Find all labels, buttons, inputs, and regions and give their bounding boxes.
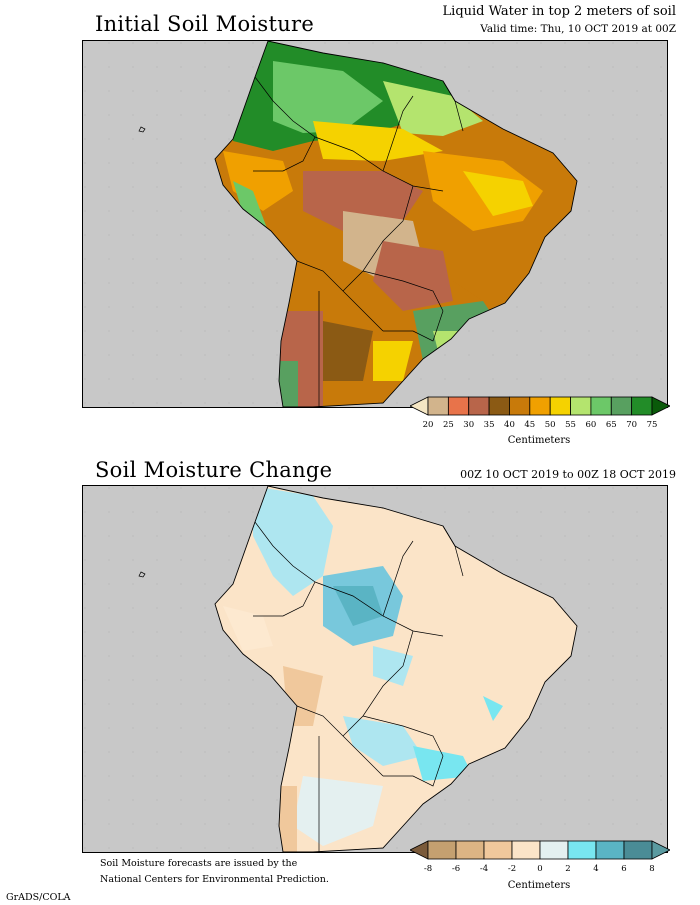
- soil-moisture-change-colorbar-cell: [595, 840, 625, 860]
- soil-moisture-change-colorbar-units: Centimeters: [507, 880, 571, 891]
- soil-moisture-colorbar-tick-label: 25: [442, 420, 454, 430]
- soil-moisture-change-colorbar-tick-label: 8: [649, 864, 655, 874]
- soil-moisture-change-colorbar-cell: [539, 840, 569, 860]
- soil-moisture-change-colorbar-tick-label: -8: [423, 864, 433, 874]
- coastline: [214, 41, 578, 407]
- soil-moisture-colorbar-tick-label: 65: [605, 420, 617, 430]
- soil-moisture-colorbar-tick-label: 70: [626, 420, 638, 430]
- panel2-title: Soil Moisture Change: [95, 458, 333, 482]
- soil-moisture-change-colorbar-tick-label: 2: [565, 864, 571, 874]
- soil-moisture-colorbar-units: Centimeters: [507, 435, 571, 446]
- soil-moisture-colorbar-tick-label: 35: [483, 420, 495, 430]
- soil-moisture-colorbar-cell: [488, 396, 510, 416]
- map-header: Liquid Water in top 2 meters of soil Val…: [443, 4, 676, 35]
- soil-moisture-change-colorbar: [410, 840, 670, 860]
- soil-moisture-change-colorbar-tick-label: 4: [593, 864, 599, 874]
- soil-moisture-colorbar-tick-label: 20: [422, 420, 434, 430]
- panel1-title: Initial Soil Moisture: [95, 12, 315, 36]
- soil-moisture-colorbar-cell: [631, 396, 653, 416]
- island-outline: [138, 571, 146, 578]
- soil-moisture-colorbar-tick-label: 50: [544, 420, 556, 430]
- soil-moisture-colorbar-tick-label: 30: [463, 420, 475, 430]
- forecast-period-label: 00Z 10 OCT 2019 to 00Z 18 OCT 2019: [460, 468, 676, 481]
- soil-moisture-change-colorbar-cell: [567, 840, 597, 860]
- source-note-line-1: Soil Moisture forecasts are issued by th…: [100, 858, 298, 869]
- soil-moisture-change-colorbar-low-end: [410, 840, 429, 860]
- soil-moisture-colorbar-cell: [549, 396, 571, 416]
- soil-moisture-colorbar-tick-label: 40: [504, 420, 515, 430]
- soil-moisture-change-colorbar-cell: [455, 840, 485, 860]
- soil-moisture-change-colorbar-cell: [483, 840, 513, 860]
- soil-moisture-colorbar-cell: [509, 396, 531, 416]
- grads-credit: GrADS/COLA: [6, 892, 71, 903]
- soil-moisture-change-colorbar-cell: [511, 840, 541, 860]
- soil-moisture-change-map: [82, 485, 668, 853]
- soil-moisture-colorbar-cell: [427, 396, 449, 416]
- soil-moisture-change-colorbar-tick-label: -2: [507, 864, 517, 874]
- soil-moisture-colorbar-tick-label: 60: [585, 420, 597, 430]
- initial-soil-moisture-map: [82, 40, 668, 408]
- valid-time-label: Valid time: Thu, 10 OCT 2019 at 00Z: [480, 23, 676, 35]
- soil-moisture-colorbar-cell: [610, 396, 633, 416]
- soil-moisture-colorbar-low-end: [410, 396, 429, 416]
- coastline: [214, 486, 578, 852]
- soil-moisture-colorbar-tick-label: 45: [524, 420, 536, 430]
- soil-moisture-colorbar-high-end: [651, 396, 670, 416]
- soil-moisture-colorbar: [410, 396, 670, 416]
- soil-moisture-change-colorbar-high-end: [651, 840, 670, 860]
- soil-moisture-colorbar-cell: [529, 396, 551, 416]
- soil-moisture-change-colorbar-tick-label: 0: [537, 864, 543, 874]
- soil-moisture-colorbar-cell: [447, 396, 470, 416]
- soil-moisture-colorbar-cell: [468, 396, 490, 416]
- soil-moisture-change-colorbar-tick-label: -4: [479, 864, 489, 874]
- soil-moisture-colorbar-cell: [590, 396, 612, 416]
- soil-moisture-colorbar-tick-label: 55: [565, 420, 576, 430]
- soil-moisture-change-colorbar-tick-label: -6: [451, 864, 461, 874]
- source-note-line-2: National Centers for Environmental Predi…: [100, 874, 329, 885]
- soil-moisture-change-colorbar-tick-label: 6: [621, 864, 627, 874]
- soil-moisture-change-colorbar-cell: [623, 840, 653, 860]
- soil-moisture-colorbar-cell: [570, 396, 592, 416]
- soil-moisture-colorbar-tick-label: 75: [646, 420, 658, 430]
- map-variable-title: Liquid Water in top 2 meters of soil: [442, 4, 676, 19]
- source-note: Soil Moisture forecasts are issued by th…: [100, 856, 329, 888]
- island-outline: [138, 126, 146, 133]
- country-borders: [253, 521, 464, 852]
- country-borders: [253, 76, 464, 407]
- soil-moisture-change-colorbar-cell: [427, 840, 457, 860]
